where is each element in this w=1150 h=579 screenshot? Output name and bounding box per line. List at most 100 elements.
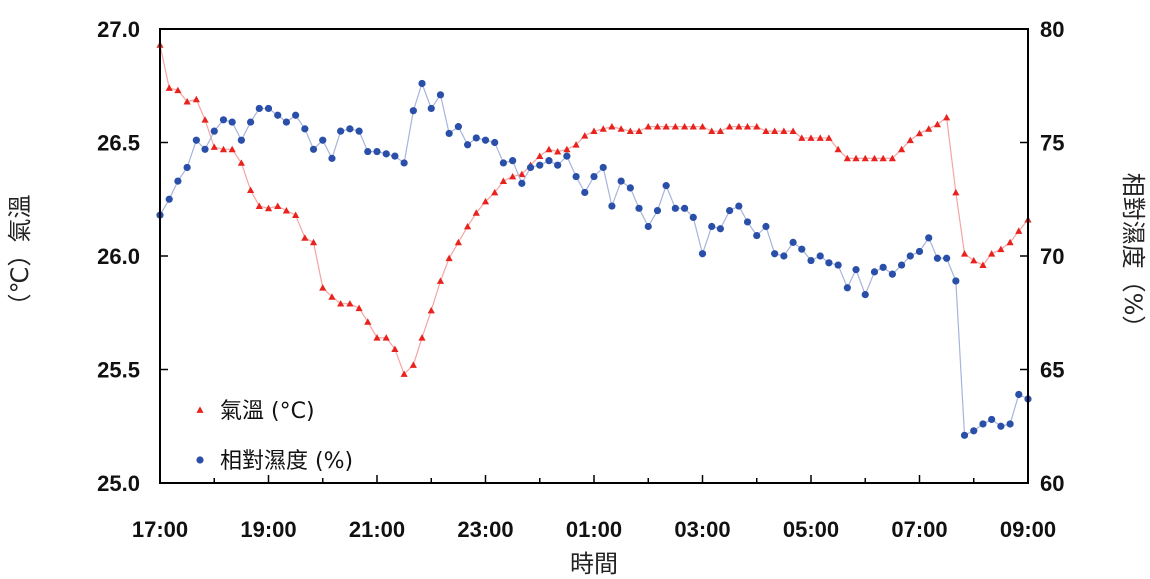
humidity-point xyxy=(472,134,480,142)
y-right-tick-label: 70 xyxy=(1040,244,1064,269)
temperature-point xyxy=(870,154,879,162)
temperature-point xyxy=(292,211,300,219)
humidity-point xyxy=(653,207,662,215)
humidity-point xyxy=(274,111,282,119)
temperature-point xyxy=(807,134,815,141)
temperature-point xyxy=(563,145,571,153)
temperature-point xyxy=(979,261,987,268)
humidity-point xyxy=(391,152,399,160)
temperature-point xyxy=(481,197,490,205)
humidity-point xyxy=(626,184,634,192)
humidity-point xyxy=(246,118,255,126)
humidity-point xyxy=(753,231,761,240)
y-axis-left-title: （℃）氣溫 xyxy=(6,195,34,318)
humidity-point xyxy=(943,254,951,262)
temperature-point xyxy=(1015,227,1023,234)
humidity-point xyxy=(915,247,924,256)
temperature-point xyxy=(373,334,381,341)
humidity-point xyxy=(400,159,408,167)
temperature-point xyxy=(499,177,508,184)
legend-label-temperature: 氣溫 (°C) xyxy=(220,399,315,424)
temperature-point xyxy=(454,238,462,246)
temperature-point xyxy=(319,284,327,291)
humidity-point xyxy=(771,250,779,258)
humidity-point xyxy=(698,250,707,258)
temperature-point xyxy=(780,127,788,135)
humidity-point xyxy=(906,252,914,260)
humidity-point xyxy=(952,277,960,285)
humidity-point xyxy=(590,172,598,181)
humidity-point xyxy=(572,172,580,181)
humidity-point xyxy=(545,157,553,165)
humidity-point xyxy=(328,154,336,162)
humidity-point xyxy=(526,163,535,172)
humidity-point xyxy=(301,125,309,133)
humidity-point xyxy=(997,422,1005,430)
temperature-point xyxy=(915,129,924,137)
y-left-tick-label: 26.0 xyxy=(97,244,140,269)
temperature-point xyxy=(400,370,408,377)
temperature-point xyxy=(436,277,445,284)
humidity-point xyxy=(662,182,670,190)
humidity-point xyxy=(888,270,896,278)
humidity-point xyxy=(608,202,616,210)
series-line-humidity xyxy=(159,81,1029,437)
series-line-temperature xyxy=(159,44,1029,376)
temperature-point xyxy=(228,145,236,153)
y-left-tick-label: 25.5 xyxy=(97,358,140,383)
humidity-point xyxy=(816,252,824,260)
axes-layer: 17:00 19:00 21:00 23:00 01:00 03:00 05:00 07:00… xyxy=(97,17,1064,542)
humidity-point xyxy=(319,136,327,144)
humidity-point xyxy=(165,195,173,203)
temperature-point xyxy=(925,125,933,132)
y-right-tick-label: 75 xyxy=(1040,131,1064,156)
humidity-point xyxy=(897,261,906,269)
temperature-point xyxy=(274,202,282,209)
temperature-point xyxy=(219,145,228,153)
humidity-point xyxy=(870,268,879,276)
temperature-point xyxy=(509,172,517,180)
humidity-point xyxy=(346,125,354,133)
temperature-point xyxy=(183,98,191,105)
temperature-point xyxy=(391,345,399,352)
temperature-point xyxy=(572,141,580,148)
temperature-point xyxy=(825,134,833,141)
temperature-point xyxy=(970,256,978,264)
x-tick-label: 19:00 xyxy=(240,517,296,542)
x-tick-label: 17:00 xyxy=(132,517,188,542)
humidity-point xyxy=(536,161,544,169)
x-tick-label: 21:00 xyxy=(349,517,405,542)
legend-marker-temperature xyxy=(196,406,204,413)
humidity-point xyxy=(834,261,842,269)
temperature-point xyxy=(545,145,553,153)
y-right-tick-label: 65 xyxy=(1040,358,1064,383)
temperature-point xyxy=(708,127,716,135)
temperature-point xyxy=(536,152,544,159)
temperature-point xyxy=(472,209,480,216)
humidity-point xyxy=(518,179,526,187)
humidity-point xyxy=(228,118,236,126)
temperature-point xyxy=(1006,238,1014,246)
humidity-point xyxy=(364,147,372,156)
temperature-point xyxy=(662,123,670,130)
humidity-point xyxy=(671,204,679,212)
temperature-point xyxy=(491,188,499,196)
temperature-point xyxy=(753,123,761,130)
humidity-point xyxy=(427,104,435,113)
humidity-point xyxy=(192,136,200,144)
humidity-point xyxy=(581,188,589,197)
y-right-tick-label: 80 xyxy=(1040,17,1064,42)
humidity-point xyxy=(554,161,562,169)
temperature-point xyxy=(590,127,598,135)
humidity-point xyxy=(680,204,689,212)
humidity-point xyxy=(219,116,228,124)
temperature-point xyxy=(355,304,363,312)
humidity-point xyxy=(716,225,725,233)
temperature-point xyxy=(689,123,697,130)
y-axis-right-title: 相對濕度（%） xyxy=(1119,173,1147,340)
humidity-point xyxy=(807,256,815,265)
temperature-point xyxy=(943,113,951,121)
humidity-point xyxy=(708,222,716,231)
x-tick-label: 03:00 xyxy=(674,517,730,542)
humidity-point xyxy=(743,218,752,226)
